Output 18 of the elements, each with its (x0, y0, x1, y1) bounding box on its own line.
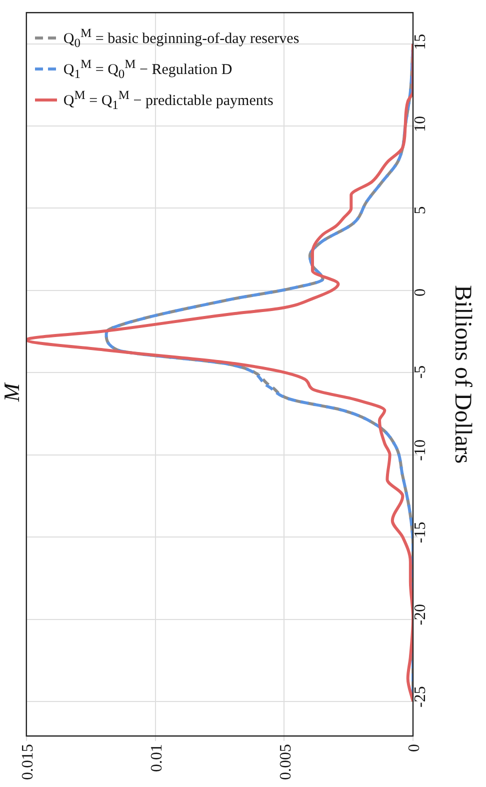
legend-label: Q$_{0}$$^{M}$ = basic beginning-of-day reserves (63, 24, 300, 52)
y-tick-label: -15 (412, 522, 430, 544)
y-tick-label: 10 (412, 116, 430, 132)
y-tick-label: 5 (412, 206, 430, 214)
y-tick-label: 15 (412, 34, 430, 50)
text: M (0, 382, 24, 403)
y-tick-label: -5 (412, 365, 430, 379)
x-tick-label: 0.005 (277, 744, 294, 780)
x-tick-label: 0.015 (20, 744, 37, 780)
y-tick-label: -20 (412, 604, 430, 626)
y-tick-label: -25 (412, 686, 430, 708)
x-tick-label: 0.01 (148, 744, 166, 772)
x-tick-label: 0 (406, 744, 424, 752)
legend-label: Q$_{1}$$^{M}$ = Q$_{0}$$^{M}$ − Regulation D (63, 56, 232, 83)
legend-label: Q$^{M}$ = Q$_{1}$$^{M}$ − predictable payments (63, 86, 274, 114)
y-tick-label: 0 (412, 288, 430, 296)
y-tick-label: -10 (412, 440, 430, 461)
y-axis-title: Billions of Dollars (449, 284, 476, 464)
